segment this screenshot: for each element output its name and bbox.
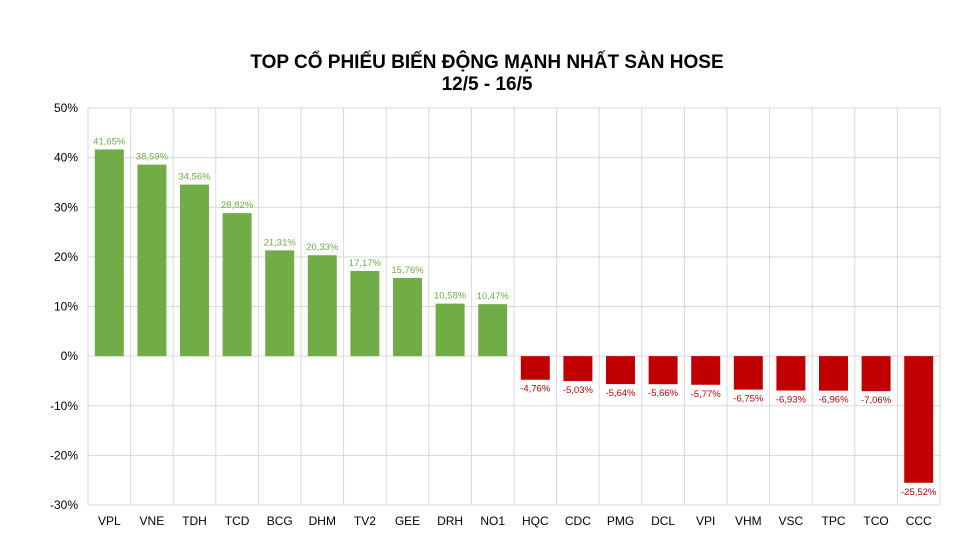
data-label: -7,06%	[861, 395, 892, 406]
data-label: -25,52%	[901, 487, 937, 498]
y-tick-label: 30%	[54, 200, 78, 214]
bar	[733, 356, 763, 390]
bar	[606, 356, 635, 385]
data-label: 38,59%	[136, 152, 169, 163]
x-tick-label: DRH	[437, 514, 463, 528]
x-tick-label: VPI	[696, 514, 715, 528]
x-tick-label: NO1	[480, 514, 505, 528]
data-label: -5,66%	[648, 388, 679, 399]
bar	[478, 304, 508, 357]
data-label: 10,47%	[477, 291, 510, 302]
chart-title-block: TOP CỔ PHIẾU BIẾN ĐỘNG MẠNH NHẤT SÀN HOS…	[0, 52, 974, 96]
data-label: -6,93%	[776, 395, 807, 406]
data-label: 17,17%	[349, 258, 382, 269]
y-tick-label: 20%	[54, 250, 78, 264]
data-label: -5,03%	[563, 385, 594, 396]
bar	[180, 184, 209, 357]
x-tick-label: BCG	[267, 514, 293, 528]
data-label: 41,65%	[93, 136, 126, 147]
data-label: 10,58%	[434, 291, 467, 302]
x-tick-label: TDH	[182, 514, 207, 528]
x-tick-label: CCC	[906, 514, 932, 528]
bar	[776, 356, 806, 391]
bar	[222, 213, 252, 357]
x-tick-label: TPC	[822, 514, 846, 528]
y-tick-label: 0%	[61, 349, 79, 363]
data-label: -5,77%	[691, 389, 722, 400]
bar	[307, 255, 337, 357]
x-tick-label: HQC	[522, 514, 549, 528]
x-tick-label: CDC	[565, 514, 591, 528]
data-label: 15,76%	[391, 265, 424, 276]
data-label: 28,82%	[221, 200, 254, 211]
x-tick-label: DHM	[309, 514, 336, 528]
y-tick-label: 40%	[54, 151, 78, 165]
bar	[691, 356, 721, 385]
bar	[350, 270, 380, 357]
x-tick-label: VPL	[98, 514, 121, 528]
data-label: -5,64%	[605, 388, 636, 399]
y-tick-label: 10%	[54, 300, 78, 314]
x-tick-label: VSC	[779, 514, 804, 528]
chart-title: TOP CỔ PHIẾU BIẾN ĐỘNG MẠNH NHẤT SÀN HOS…	[250, 52, 724, 73]
x-tick-label: TV2	[354, 514, 376, 528]
bar	[563, 356, 593, 382]
data-label: -4,76%	[520, 384, 551, 395]
bar	[861, 356, 891, 392]
bar	[393, 277, 422, 357]
bar	[904, 356, 934, 483]
x-tick-label: VHM	[735, 514, 762, 528]
x-tick-label: TCO	[863, 514, 888, 528]
data-label: -6,96%	[818, 395, 849, 406]
bar	[265, 250, 295, 357]
y-tick-label: -20%	[50, 448, 78, 462]
y-tick-label: 50%	[54, 101, 78, 115]
bar	[94, 149, 124, 357]
x-tick-label: GEE	[395, 514, 420, 528]
x-tick-label: DCL	[651, 514, 675, 528]
bar	[819, 356, 848, 391]
bar	[137, 164, 167, 357]
data-label: 21,31%	[264, 237, 297, 248]
bar	[520, 356, 550, 380]
chart-subtitle: 12/5 - 16/5	[441, 74, 533, 95]
data-label: 34,56%	[178, 172, 211, 183]
y-tick-label: -10%	[50, 399, 78, 413]
data-label: -6,75%	[733, 394, 764, 405]
x-tick-label: PMG	[607, 514, 634, 528]
y-tick-label: -30%	[50, 498, 78, 512]
bar	[435, 303, 465, 357]
x-tick-label: VNE	[140, 514, 165, 528]
data-label: 20,33%	[306, 242, 339, 253]
x-tick-label: TCD	[225, 514, 250, 528]
bar	[648, 356, 678, 385]
